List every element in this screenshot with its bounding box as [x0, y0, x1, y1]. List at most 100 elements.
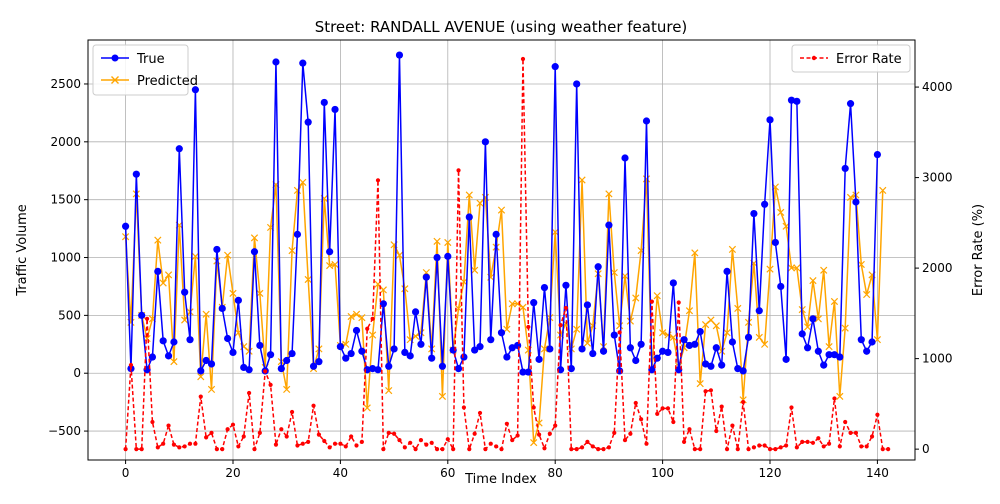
legend-left: True Predicted [92, 44, 198, 96]
y-tick-label: 2000 [50, 135, 81, 149]
point-error-rate [241, 434, 246, 439]
point-error-rate [338, 441, 343, 446]
point-true [299, 59, 307, 67]
point-predicted [352, 310, 361, 318]
point-true [873, 150, 882, 159]
point-true [841, 164, 849, 173]
point-error-rate [279, 427, 284, 432]
point-true [213, 245, 221, 254]
point-error-rate [553, 423, 558, 428]
legend-error-label: Error Rate [836, 52, 902, 67]
point-true [293, 230, 302, 238]
point-true [830, 351, 839, 359]
point-true [331, 105, 339, 114]
point-error-rate [477, 410, 483, 416]
point-true [148, 353, 157, 361]
point-predicted [626, 317, 635, 325]
x-tick-label: 80 [548, 466, 563, 480]
point-true [240, 363, 248, 372]
point-error-rate [263, 369, 268, 374]
point-true [755, 307, 763, 315]
point-true [309, 362, 318, 370]
point-predicted [616, 322, 624, 330]
point-true [798, 330, 806, 338]
y-tick-label: 0 [73, 366, 81, 380]
point-predicted [632, 294, 640, 302]
point-predicted [304, 275, 312, 284]
point-true [138, 311, 146, 319]
point-true [852, 198, 860, 206]
point-error-rate [730, 423, 735, 428]
point-true [132, 170, 140, 178]
point-predicted [658, 329, 667, 337]
point-predicted [803, 323, 812, 331]
point-true [739, 367, 747, 375]
point-error-rate [869, 434, 875, 439]
point-true [540, 284, 549, 292]
point-predicted [250, 234, 259, 242]
point-error-rate [703, 389, 708, 394]
point-error-rate [198, 394, 203, 399]
point-error-rate [875, 412, 880, 417]
point-true [492, 230, 500, 238]
legend-predicted-marker [111, 76, 119, 84]
point-error-rate [633, 400, 638, 406]
point-error-rate [617, 330, 622, 335]
x-axis-label: Time Index [464, 472, 537, 487]
point-error-rate [144, 316, 150, 321]
point-predicted [761, 340, 769, 348]
y-tick-label: 500 [58, 308, 81, 322]
point-predicted [181, 316, 189, 324]
point-true [573, 80, 581, 88]
x-tick-label: 20 [225, 466, 240, 480]
point-error-rate [708, 388, 714, 393]
point-error-rate [306, 439, 311, 444]
point-error-rate [767, 447, 773, 452]
point-error-rate [520, 56, 526, 62]
point-error-rate [832, 396, 837, 401]
point-true [820, 361, 828, 369]
point-true [637, 340, 645, 348]
point-predicted [358, 314, 366, 322]
point-true [433, 253, 441, 262]
point-true [385, 362, 393, 370]
point-predicted [530, 439, 538, 447]
point-true [245, 366, 253, 374]
point-error-rate [864, 444, 869, 449]
point-true [471, 346, 479, 354]
point-error-rate [886, 447, 891, 452]
point-predicted [879, 186, 887, 195]
point-error-rate [794, 445, 799, 450]
point-error-rate [343, 444, 348, 449]
point-true [734, 364, 742, 373]
point-true [342, 354, 350, 362]
point-error-rate [225, 427, 230, 432]
point-error-rate [472, 431, 477, 436]
point-predicted [347, 312, 355, 321]
chart-title: Street: RANDALL AVENUE (using weather fe… [315, 18, 688, 36]
y-axis-label: Traffic Volume [15, 204, 30, 297]
point-error-rate [590, 444, 595, 449]
point-error-rate [558, 323, 563, 328]
point-true [277, 364, 285, 373]
point-error-rate [273, 442, 279, 447]
point-true [761, 200, 769, 208]
point-true [659, 347, 667, 355]
point-error-rate [612, 430, 617, 435]
point-error-rate [542, 446, 547, 451]
point-predicted [691, 249, 699, 257]
point-true [836, 353, 844, 361]
point-predicted [809, 277, 817, 285]
point-error-rate [687, 427, 692, 432]
point-error-rate [681, 439, 687, 444]
point-error-rate [456, 168, 461, 173]
point-error-rate [789, 405, 794, 410]
point-error-rate [547, 431, 552, 436]
point-error-rate [214, 447, 219, 452]
point-error-rate [252, 447, 257, 452]
point-predicted [245, 347, 253, 355]
point-error-rate [848, 430, 853, 435]
point-error-rate [386, 430, 391, 435]
series-error-rate [123, 56, 891, 452]
point-error-rate [596, 447, 601, 452]
